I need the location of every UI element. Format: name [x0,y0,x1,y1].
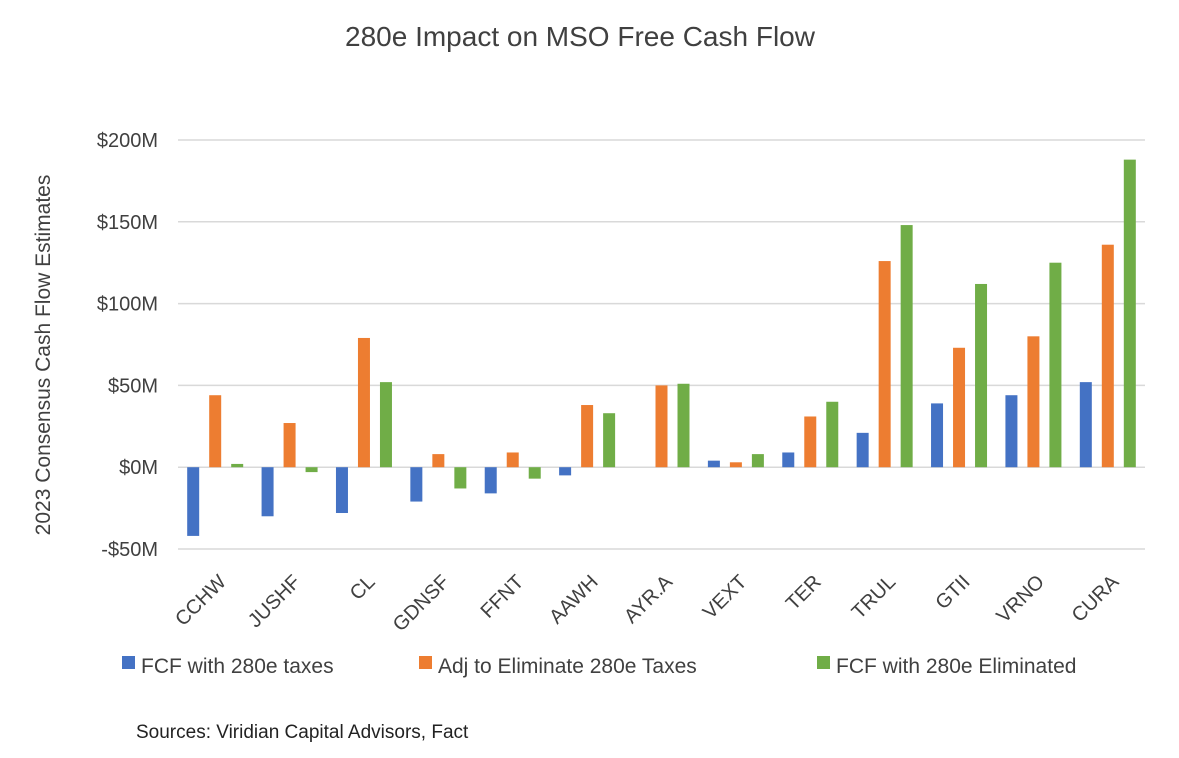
bar-cura-series-2 [1101,244,1114,468]
x-tick-label: TRUL [848,571,900,623]
bar-jushf-series-1 [261,467,274,517]
bar-cchw-series-3 [231,463,244,468]
y-tick-label: $0M [119,457,158,479]
bar-cura-series-1 [1079,382,1092,468]
x-axis-ticks: CCHW JUSHF CL GDNSF FFNT AAWH AYR.A VEXT TER TRUL… [171,571,1124,637]
y-tick-label: -$50M [101,539,158,561]
bar-aawh-series-1 [559,467,572,476]
bar-aawh-series-2 [581,405,594,468]
bar-vrno-series-3 [1049,262,1062,468]
bar-ffnt-series-3 [528,467,541,479]
bars [187,159,1136,536]
bar-ter-series-3 [826,401,839,468]
x-tick-label: AAWH [545,571,602,628]
bar-ffnt-series-1 [484,467,497,494]
bar-vext-series-3 [751,454,764,468]
bar-jushf-series-2 [283,423,296,468]
legend-label: FCF with 280e Eliminated [836,655,1076,678]
x-tick-label: TER [782,571,826,615]
x-tick-label: VEXT [699,571,752,624]
bar-cl-series-3 [379,382,392,468]
bar-gdnsf-series-2 [432,454,445,468]
bar-ter-series-1 [782,452,795,468]
bar-ayra-series-2 [655,385,668,468]
y-tick-label: $100M [97,294,158,316]
legend-swatch [122,656,135,669]
y-tick-label: $150M [97,212,158,234]
bar-vrno-series-1 [1005,395,1018,468]
x-tick-label: CL [346,571,380,605]
bar-gdnsf-series-3 [454,467,467,489]
y-axis-label: 2023 Consensus Cash Flow Estimates [32,175,55,536]
x-tick-label: FFNT [477,571,529,623]
source-note: Sources: Viridian Capital Advisors, Fact [136,722,469,743]
x-tick-label: CURA [1068,571,1124,627]
bar-gtii-series-2 [953,347,966,468]
legend: FCF with 280e taxes Adj to Eliminate 280e… [122,655,1076,678]
legend-label: FCF with 280e taxes [141,655,334,678]
bar-ayra-series-3 [677,383,690,468]
bar-ffnt-series-2 [506,452,519,468]
bar-trul-series-1 [856,432,869,468]
x-tick-label: VRNO [993,571,1049,627]
bar-jushf-series-3 [305,467,318,473]
gridlines [178,139,1145,550]
bar-cl-series-2 [357,337,370,468]
x-tick-label: CCHW [171,571,231,631]
y-tick-label: $50M [108,375,158,397]
bar-cl-series-1 [335,467,348,514]
y-axis-ticks: $200M $150M $100M $50M $0M -$50M [97,130,158,561]
bar-gtii-series-1 [931,403,944,468]
bar-gdnsf-series-1 [410,467,423,502]
bar-vrno-series-2 [1027,336,1040,468]
bar-trul-series-2 [878,261,891,468]
bar-cchw-series-2 [209,395,222,468]
bar-cura-series-3 [1123,159,1136,468]
bar-gtii-series-3 [975,283,988,468]
y-tick-label: $200M [97,130,158,152]
bar-trul-series-3 [900,225,913,468]
x-tick-label: JUSHF [244,571,305,632]
bar-aawh-series-3 [603,413,616,468]
bar-cchw-series-1 [187,467,200,536]
x-tick-label: AYR.A [620,571,677,628]
bar-ter-series-2 [804,416,817,468]
legend-label: Adj to Eliminate 280e Taxes [438,655,697,678]
bar-vext-series-1 [707,460,720,468]
legend-swatch [817,656,830,669]
x-tick-label: GTII [932,571,975,614]
bar-vext-series-2 [729,462,742,468]
x-tick-label: GDNSF [389,571,454,636]
legend-swatch [419,656,432,669]
chart-title: 280e Impact on MSO Free Cash Flow [345,21,816,52]
